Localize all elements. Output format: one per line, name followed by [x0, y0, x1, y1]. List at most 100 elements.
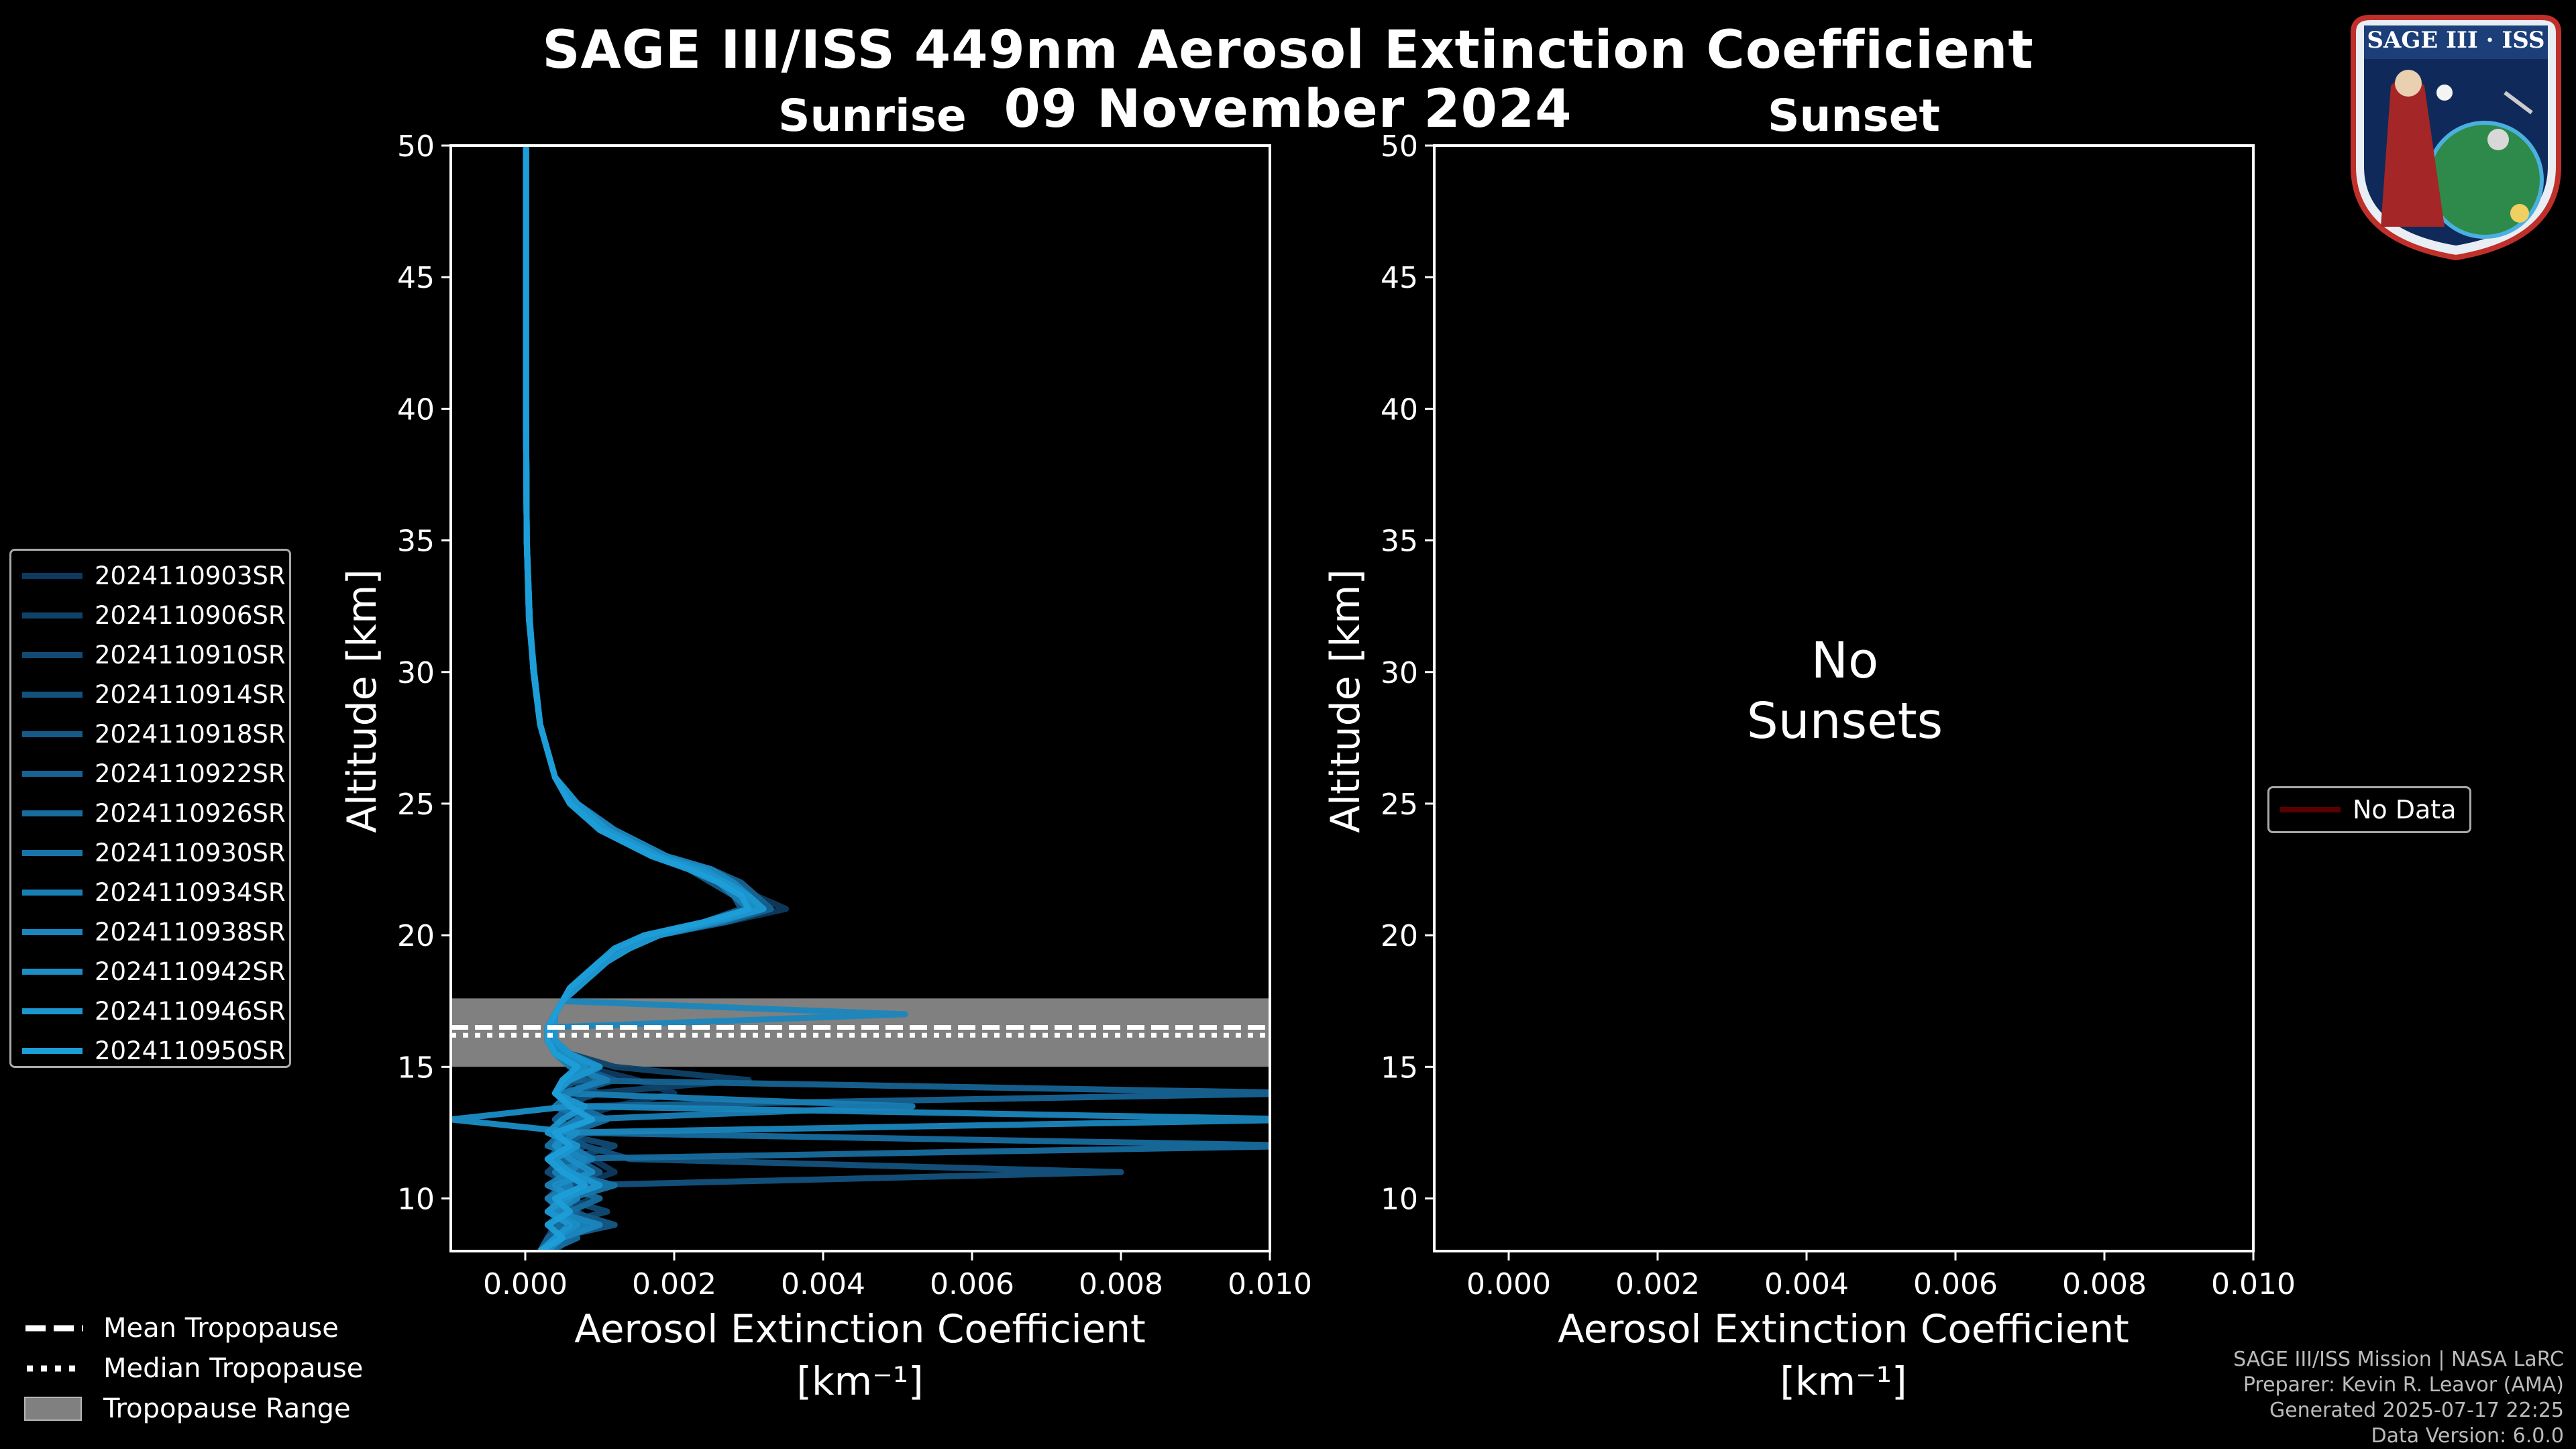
legend-swatch: [22, 1048, 83, 1054]
sunrise-xtick-label-0.000: 0.000: [483, 1267, 568, 1301]
sunrise-xtick-label-0.002: 0.002: [632, 1267, 716, 1301]
sunset-x-axis-title: Aerosol Extinction Coefficient: [1558, 1306, 2129, 1352]
legend-swatch: [22, 573, 83, 579]
legend-item-2024110950SR: 2024110950SR: [11, 1031, 289, 1071]
sage-logo-patch: [2351, 15, 2561, 261]
sunset-plot: 10 15 20 25 30 35 40 45 50 0.000 0.002 0.004 0.006 0.…: [1381, 129, 2296, 1301]
sunset-xtick-label-0.004: 0.004: [1764, 1267, 1849, 1301]
sunset-axes-frame: [1433, 144, 2255, 1252]
no-data-legend-swatch: [2280, 807, 2341, 812]
sunset-ytick-label-25: 25: [1381, 788, 1418, 822]
legend-label: 2024110934SR: [95, 878, 286, 907]
no-sunsets-line2: Sunsets: [1746, 692, 1943, 750]
sunset-xtick-label-0.008: 0.008: [2062, 1267, 2147, 1301]
sunrise-x-axis-label: Aerosol Extinction Coefficient [km⁻¹]: [451, 1303, 1269, 1407]
legend-item-2024110914SR: 2024110914SR: [11, 675, 289, 714]
median-tropopause-legend-item: Median Tropopause: [24, 1348, 363, 1389]
legend-label: 2024110938SR: [95, 918, 286, 947]
sunrise-ytick-label-45: 45: [397, 261, 435, 295]
legend-label: 2024110926SR: [95, 799, 286, 828]
series-2024110950SR: [523, 146, 752, 1251]
legend-swatch: [22, 692, 83, 698]
legend-label: 2024110918SR: [95, 720, 286, 749]
legend-item-2024110930SR: 2024110930SR: [11, 833, 289, 873]
sunrise-plot: 10 15 20 25 30 35 40 45 50 0.000 0.002 0.004 0.006 0.…: [397, 129, 1312, 1301]
tropopause-range-label: Tropopause Range: [103, 1393, 351, 1424]
sunset-legend: No Data: [2267, 786, 2471, 833]
legend-item-2024110942SR: 2024110942SR: [11, 952, 289, 991]
sage-mission-logo: SAGE III · ISS: [2344, 12, 2568, 263]
sunset-ytick-label-20: 20: [1381, 919, 1418, 953]
sunrise-ytick-label-50: 50: [397, 129, 435, 164]
legend-item-2024110934SR: 2024110934SR: [11, 873, 289, 912]
sunset-xtick-label-0.010: 0.010: [2211, 1267, 2296, 1301]
legend-swatch: [22, 929, 83, 935]
legend-swatch: [22, 890, 83, 896]
legend-item-2024110918SR: 2024110918SR: [11, 714, 289, 754]
gray-patch-swatch: [24, 1397, 82, 1421]
sunrise-ytick-label-35: 35: [397, 525, 435, 559]
mean-tropopause-legend-item: Mean Tropopause: [24, 1308, 363, 1348]
no-data-legend-label: No Data: [2353, 795, 2457, 824]
no-sunsets-line1: No: [1811, 632, 1879, 690]
legend-label: 2024110910SR: [95, 641, 286, 669]
legend-label: 2024110914SR: [95, 680, 286, 709]
legend-item-2024110906SR: 2024110906SR: [11, 596, 289, 635]
sunset-ytick-label-40: 40: [1381, 392, 1418, 427]
footer-credits: SAGE III/ISS Mission | NASA LaRC Prepare…: [2233, 1347, 2564, 1449]
sunrise-ytick-label-30: 30: [397, 656, 435, 690]
no-sunsets-annotation: No Sunsets: [1677, 631, 2012, 751]
sunrise-ytick-label-40: 40: [397, 392, 435, 427]
sunset-panel-title: Sunset: [1768, 90, 1941, 142]
legend-swatch: [22, 731, 83, 737]
sunrise-series-group: [451, 146, 1270, 1251]
sunset-x-axis-unit: [km⁻¹]: [1780, 1358, 1907, 1404]
sunrise-x-axis-title: Aerosol Extinction Coefficient: [574, 1306, 1146, 1352]
sunset-ytick-label-15: 15: [1381, 1051, 1418, 1085]
legend-item-2024110922SR: 2024110922SR: [11, 754, 289, 794]
sunset-xtick-label-0.000: 0.000: [1466, 1267, 1551, 1301]
sunrise-ytick-label-15: 15: [397, 1051, 435, 1085]
legend-item-2024110926SR: 2024110926SR: [11, 794, 289, 833]
legend-label: 2024110946SR: [95, 997, 286, 1026]
footer-line-2: Preparer: Kevin R. Leavor (AMA): [2243, 1373, 2564, 1397]
sunrise-xtick-label-0.008: 0.008: [1079, 1267, 1163, 1301]
sunrise-panel-title: Sunrise: [778, 90, 967, 142]
legend-label: 2024110930SR: [95, 839, 286, 867]
sunset-ytick-label-50: 50: [1381, 129, 1418, 164]
legend-label: 2024110903SR: [95, 561, 286, 590]
sunset-ytick-label-30: 30: [1381, 656, 1418, 690]
footer-line-1: SAGE III/ISS Mission | NASA LaRC: [2233, 1348, 2564, 1371]
sunset-xtick-label-0.006: 0.006: [1913, 1267, 1998, 1301]
legend-swatch: [22, 771, 83, 777]
sunset-ytick-label-35: 35: [1381, 525, 1418, 559]
sage-logo-text: SAGE III · ISS: [2367, 27, 2545, 54]
sunrise-ytick-label-25: 25: [397, 788, 435, 822]
sunrise-xtick-label-0.004: 0.004: [781, 1267, 865, 1301]
sunset-ytick-label-10: 10: [1381, 1183, 1418, 1217]
sunset-ytick-label-45: 45: [1381, 261, 1418, 295]
sunrise-ytick-label-20: 20: [397, 919, 435, 953]
tropopause-legend: Mean Tropopause Median Tropopause Tropop…: [24, 1308, 363, 1429]
legend-item-2024110903SR: 2024110903SR: [11, 556, 289, 596]
footer-line-4: Data Version: 6.0.0: [2371, 1424, 2564, 1448]
legend-swatch: [22, 850, 83, 856]
sunset-xtick-label-0.002: 0.002: [1615, 1267, 1700, 1301]
legend-item-2024110946SR: 2024110946SR: [11, 991, 289, 1031]
sunset-x-axis-label: Aerosol Extinction Coefficient [km⁻¹]: [1434, 1303, 2253, 1407]
legend-swatch: [22, 652, 83, 658]
sunrise-xtick-label-0.010: 0.010: [1228, 1267, 1312, 1301]
figure-title: SAGE III/ISS 449nm Aerosol Extinction Co…: [542, 20, 2034, 80]
figure-date: 09 November 2024: [1004, 79, 1572, 140]
legend-swatch: [22, 612, 83, 619]
legend-swatch: [22, 969, 83, 975]
legend-swatch: [22, 810, 83, 816]
legend-label: 2024110906SR: [95, 601, 286, 630]
legend-item-2024110938SR: 2024110938SR: [11, 912, 289, 952]
sunrise-ytick-label-10: 10: [397, 1183, 435, 1217]
legend-label: 2024110950SR: [95, 1036, 286, 1065]
legend-swatch: [22, 1008, 83, 1014]
dotted-line-swatch: [27, 1365, 83, 1372]
tropopause-range-legend-item: Tropopause Range: [24, 1389, 363, 1429]
